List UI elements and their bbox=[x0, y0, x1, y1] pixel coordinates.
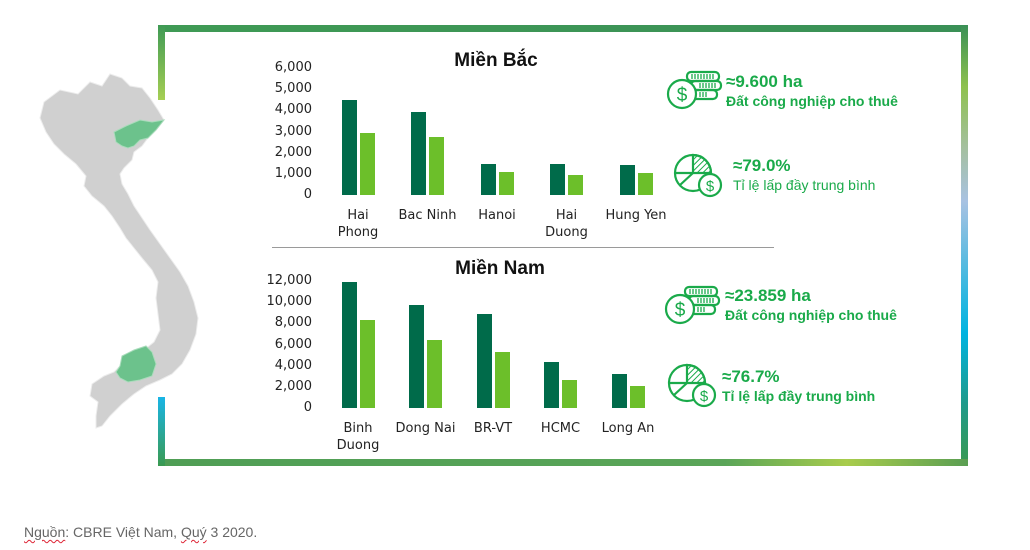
svg-text:$: $ bbox=[700, 388, 709, 405]
x-tick-label-line: Hai bbox=[555, 208, 578, 223]
map-highlight-north bbox=[113, 119, 166, 149]
map-highlight-south bbox=[115, 345, 157, 383]
bar-south-series-2 bbox=[359, 320, 375, 408]
svg-text:$: $ bbox=[677, 85, 688, 106]
bar-south-series-2 bbox=[562, 380, 577, 408]
x-tick-label: Hai Phong bbox=[313, 207, 403, 241]
chart-title-north: Miền Bắc bbox=[454, 50, 538, 71]
bar-south-series-1 bbox=[341, 282, 357, 408]
source-text: : CBRE Việt Nam, bbox=[65, 524, 181, 540]
stat-north-land-value: ≈9.600 ha bbox=[726, 72, 803, 91]
stat-north-occupancy-value: ≈79.0% bbox=[733, 156, 791, 175]
bar-south-series-1 bbox=[476, 313, 492, 408]
stat-north-occupancy: ≈79.0% Tỉ lệ lấp đầy trung bình bbox=[733, 156, 875, 194]
x-tick-label-line: Hanoi bbox=[478, 208, 516, 223]
coin-stack-dollar-icon: $ bbox=[664, 285, 721, 325]
stat-south-occupancy-value: ≈76.7% bbox=[722, 367, 780, 386]
x-tick-label: Hanoi bbox=[452, 207, 542, 224]
x-tick-label: Dong Nai bbox=[381, 420, 471, 437]
stat-south-land: ≈23.859 ha Đất công nghiệp cho thuê bbox=[725, 286, 897, 324]
x-tick-label-line: BR-VT bbox=[473, 421, 513, 436]
x-tick-label-line: Bac Ninh bbox=[398, 208, 457, 223]
y-tick-label: 8,000 bbox=[274, 315, 312, 331]
stat-south-land-label: Đất công nghiệp cho thuê bbox=[725, 307, 897, 323]
y-tick-label: 4,000 bbox=[274, 102, 312, 118]
bar-north-series-1 bbox=[341, 99, 357, 195]
svg-text:$: $ bbox=[675, 300, 686, 321]
bar-north-series-1 bbox=[550, 164, 565, 195]
y-tick-label: 0 bbox=[303, 187, 312, 202]
frame-border-left-bottom bbox=[158, 397, 165, 466]
x-tick-label: HCMC bbox=[516, 420, 606, 437]
frame-border-top bbox=[158, 25, 968, 32]
stat-north-land: ≈9.600 ha Đất công nghiệp cho thuê bbox=[726, 72, 898, 110]
y-tick-label: 5,000 bbox=[274, 81, 312, 97]
stat-south-land-value: ≈23.859 ha bbox=[725, 286, 811, 305]
x-tick-label-line: Dong Nai bbox=[395, 421, 456, 436]
frame-border-right bbox=[961, 25, 968, 466]
y-tick-label: 10,000 bbox=[266, 294, 313, 310]
y-tick-label: 12,000 bbox=[266, 273, 313, 288]
frame-border-left-top bbox=[158, 25, 165, 100]
bar-south-series-2 bbox=[494, 352, 510, 408]
pie-chart-dollar-icon: $ bbox=[673, 153, 723, 198]
coin-stack-dollar-icon: $ bbox=[666, 70, 723, 110]
section-divider bbox=[272, 247, 774, 248]
x-tick-label-line: Phong bbox=[337, 225, 379, 240]
y-tick-label: 1,000 bbox=[274, 165, 312, 181]
x-tick-label: BR-VT bbox=[448, 420, 538, 437]
source-footnote: Nguồn: CBRE Việt Nam, Quý 3 2020. bbox=[24, 524, 257, 540]
stat-north-occupancy-label: Tỉ lệ lấp đầy trung bình bbox=[733, 177, 876, 193]
y-tick-label: 2,000 bbox=[274, 378, 312, 394]
y-tick-label: 0 bbox=[303, 400, 312, 415]
pie-chart-dollar-icon: $ bbox=[667, 363, 717, 408]
stat-south-occupancy: ≈76.7% Tỉ lệ lấp đầy trung bình bbox=[722, 367, 875, 405]
bar-north-series-1 bbox=[619, 164, 635, 195]
bar-north-series-1 bbox=[480, 163, 496, 195]
x-tick-label-line: Long An bbox=[601, 421, 655, 436]
source-word: Nguồn bbox=[24, 524, 66, 540]
bar-north-series-2 bbox=[359, 132, 375, 195]
bar-north-series-1 bbox=[411, 111, 426, 195]
bar-north-series-2 bbox=[568, 174, 583, 195]
x-tick-label-line: Hung Yen bbox=[605, 208, 667, 223]
quarter-text: 3 2020. bbox=[206, 524, 258, 540]
x-tick-label: Hung Yen bbox=[591, 207, 681, 224]
bar-north-series-2 bbox=[498, 171, 514, 195]
bar-south-series-1 bbox=[611, 374, 627, 408]
x-tick-label-line: Duong bbox=[545, 225, 588, 240]
stat-south-occupancy-label: Tỉ lệ lấp đầy trung bình bbox=[722, 388, 876, 404]
svg-text:$: $ bbox=[706, 178, 715, 195]
y-tick-label: 4,000 bbox=[274, 357, 312, 373]
bar-north-series-2 bbox=[429, 137, 444, 195]
x-tick-label-line: Hai bbox=[347, 208, 369, 223]
x-tick-label: Binh Duong bbox=[313, 420, 403, 454]
frame-border-bottom bbox=[158, 459, 968, 466]
bar-south-series-2 bbox=[427, 340, 442, 408]
x-tick-label-line: Duong bbox=[336, 438, 380, 453]
x-tick-label: Long An bbox=[583, 420, 673, 437]
y-tick-label: 3,000 bbox=[274, 123, 312, 139]
bar-south-series-1 bbox=[544, 362, 559, 408]
x-tick-label: Bac Ninh bbox=[383, 207, 473, 224]
y-tick-label: 6,000 bbox=[274, 336, 312, 352]
stat-north-land-label: Đất công nghiệp cho thuê bbox=[726, 93, 898, 109]
chart-title-south: Miền Nam bbox=[455, 258, 545, 279]
bar-south-series-2 bbox=[629, 385, 645, 408]
vietnam-map bbox=[39, 73, 199, 429]
y-tick-label: 6,000 bbox=[274, 60, 312, 75]
x-tick-label-line: HCMC bbox=[540, 421, 581, 436]
y-tick-label: 2,000 bbox=[274, 144, 312, 160]
quarter-word: Quý bbox=[180, 524, 207, 540]
x-tick-label: Hai Duong bbox=[522, 207, 612, 241]
bar-south-series-1 bbox=[409, 305, 424, 408]
x-tick-label-line: Binh bbox=[343, 421, 373, 436]
bar-north-series-2 bbox=[637, 173, 653, 195]
